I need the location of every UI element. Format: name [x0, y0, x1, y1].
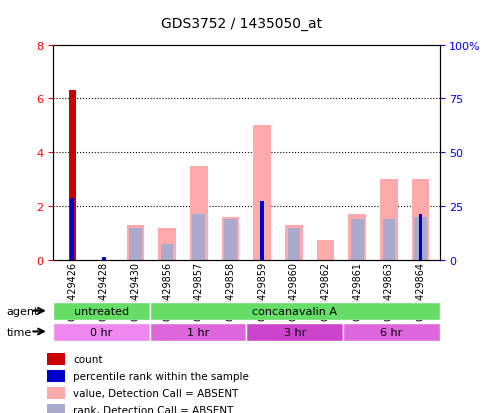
Bar: [47, 404, 65, 413]
Bar: [129, 228, 142, 260]
Bar: [380, 180, 398, 260]
Bar: [47, 387, 65, 399]
Bar: [317, 240, 334, 260]
Text: time: time: [6, 327, 31, 337]
Bar: [69, 91, 76, 260]
Bar: [158, 228, 176, 260]
Text: agent: agent: [6, 306, 39, 316]
Bar: [150, 323, 246, 341]
Bar: [383, 220, 395, 260]
Bar: [47, 353, 65, 365]
Bar: [150, 303, 440, 320]
Bar: [254, 126, 271, 260]
Bar: [419, 215, 423, 260]
Text: value, Detection Call = ABSENT: value, Detection Call = ABSENT: [73, 388, 239, 398]
Text: concanavalin A: concanavalin A: [252, 306, 337, 316]
Text: 3 hr: 3 hr: [284, 327, 306, 337]
Text: 0 hr: 0 hr: [90, 327, 113, 337]
Bar: [412, 180, 429, 260]
Bar: [190, 166, 208, 260]
Bar: [47, 370, 65, 382]
Text: count: count: [73, 354, 103, 364]
Bar: [127, 225, 144, 260]
Bar: [348, 215, 366, 260]
Text: 1 hr: 1 hr: [187, 327, 209, 337]
Bar: [285, 225, 302, 260]
Bar: [343, 323, 440, 341]
Bar: [224, 220, 237, 260]
Bar: [102, 258, 106, 260]
Bar: [161, 244, 173, 260]
Text: 6 hr: 6 hr: [380, 327, 402, 337]
Bar: [53, 323, 150, 341]
Bar: [70, 198, 74, 260]
Text: GDS3752 / 1435050_at: GDS3752 / 1435050_at: [161, 17, 322, 31]
Text: percentile rank within the sample: percentile rank within the sample: [73, 371, 249, 381]
Bar: [260, 201, 264, 260]
Bar: [222, 217, 239, 260]
Bar: [193, 215, 205, 260]
Bar: [414, 217, 427, 260]
Bar: [53, 303, 150, 320]
Bar: [246, 323, 343, 341]
Bar: [351, 220, 364, 260]
Text: rank, Detection Call = ABSENT: rank, Detection Call = ABSENT: [73, 406, 234, 413]
Bar: [287, 228, 300, 260]
Text: untreated: untreated: [74, 306, 129, 316]
